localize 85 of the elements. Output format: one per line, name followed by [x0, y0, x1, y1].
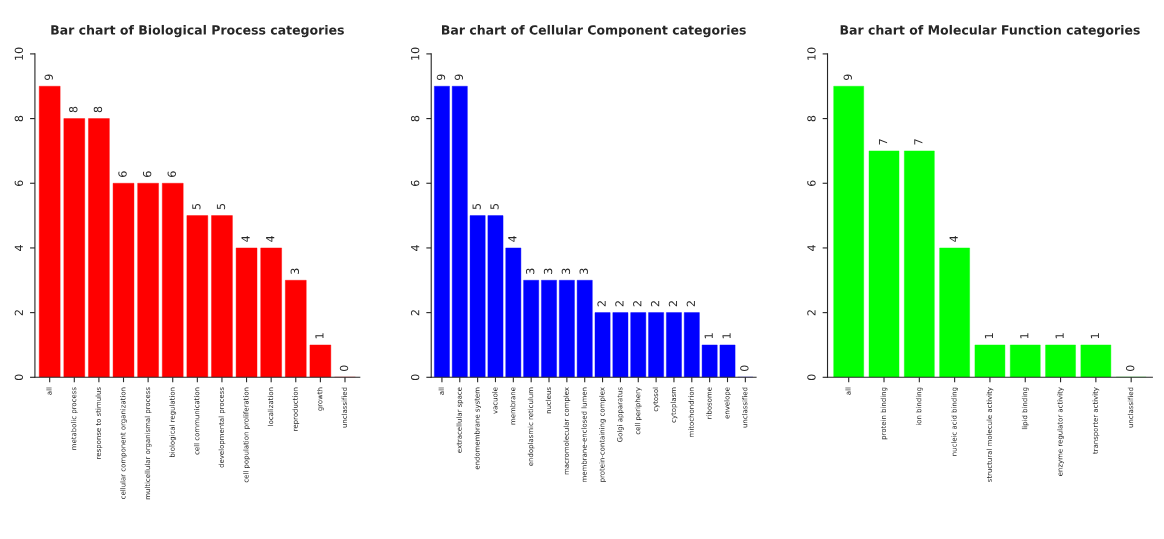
data-label: 5 [216, 203, 226, 210]
y-tick-label: 6 [410, 180, 420, 187]
y-tick-label: 6 [807, 180, 816, 187]
y-tick-label: 4 [411, 245, 420, 251]
bar [309, 344, 332, 378]
bar [868, 150, 900, 378]
y-tick-label: 8 [14, 115, 24, 122]
data-label: 2 [650, 301, 660, 307]
chart-title: Bar chart of Cellular Component categories [442, 24, 746, 38]
bar [541, 280, 557, 378]
y-tick-label: 8 [807, 115, 816, 122]
data-label: 3 [290, 268, 299, 274]
y-tick-label: 6 [14, 180, 24, 187]
bar [1010, 344, 1041, 378]
bar [235, 247, 258, 378]
bar [137, 183, 159, 378]
data-label: 5 [472, 203, 481, 210]
bar [666, 312, 682, 378]
bar [1080, 344, 1112, 378]
chart-title: Bar chart of Biological Process categories [51, 24, 344, 38]
y-tick-label: 2 [14, 310, 23, 316]
y-tick-label: 0 [14, 374, 24, 381]
data-label: 8 [93, 106, 103, 113]
bar [939, 247, 970, 378]
data-label: 5 [192, 203, 201, 210]
y-tick-label: 10 [807, 47, 816, 60]
y-tick-label: 0 [410, 374, 420, 381]
bar [1045, 344, 1076, 378]
data-label: 4 [508, 235, 517, 242]
data-label: 2 [686, 301, 695, 307]
data-label: 1 [1020, 333, 1029, 339]
data-label: 6 [142, 171, 152, 177]
y-tick-label: 8 [410, 115, 420, 122]
y-tick-label: 4 [14, 245, 23, 251]
bar [260, 247, 282, 378]
y-tick-label: 10 [14, 47, 24, 60]
data-label: 3 [579, 268, 588, 274]
data-label: 4 [241, 235, 250, 242]
data-label: 1 [315, 333, 324, 339]
data-label: 2 [597, 301, 606, 307]
y-tick-label: 10 [410, 47, 420, 60]
data-label: 1 [722, 333, 731, 339]
data-label: 6 [167, 171, 176, 177]
bar [88, 118, 110, 378]
bar [974, 344, 1006, 378]
data-label: 1 [704, 333, 713, 339]
data-label: 3 [525, 268, 535, 274]
bar [904, 150, 935, 378]
data-label: 7 [914, 139, 923, 145]
data-label: 9 [436, 74, 446, 80]
data-label: 7 [878, 139, 888, 145]
bar [648, 312, 664, 378]
data-label: 2 [633, 301, 642, 307]
data-label: 8 [69, 106, 78, 113]
data-label: 0 [740, 365, 749, 372]
bar [39, 86, 61, 378]
y-tick-label: 2 [807, 310, 816, 316]
data-label: 2 [668, 301, 678, 307]
data-label: 4 [266, 235, 275, 242]
data-label: 0 [1125, 365, 1135, 372]
bar [434, 86, 450, 378]
data-label: 1 [984, 333, 994, 339]
y-tick-label: 4 [807, 245, 816, 251]
data-label: 5 [490, 203, 499, 210]
chart-title: Bar chart of Molecular Function categories [840, 24, 1140, 38]
data-label: 4 [949, 235, 958, 242]
bar [211, 215, 233, 378]
data-label: 1 [1090, 333, 1099, 339]
bar [186, 215, 209, 378]
data-label: 3 [543, 268, 553, 274]
data-label: 6 [118, 171, 127, 177]
bar [833, 86, 864, 378]
data-label: 9 [454, 74, 463, 80]
bar [112, 183, 135, 378]
data-label: 1 [1055, 333, 1064, 339]
data-label: 9 [843, 74, 852, 80]
y-tick-label: 2 [410, 310, 420, 316]
bar [162, 183, 184, 378]
bar [285, 280, 307, 378]
data-label: 3 [561, 268, 571, 274]
data-label: 2 [615, 301, 624, 307]
y-tick-label: 0 [807, 374, 816, 381]
data-label: 9 [44, 74, 53, 80]
bar [63, 118, 85, 378]
data-label: 0 [339, 365, 349, 372]
